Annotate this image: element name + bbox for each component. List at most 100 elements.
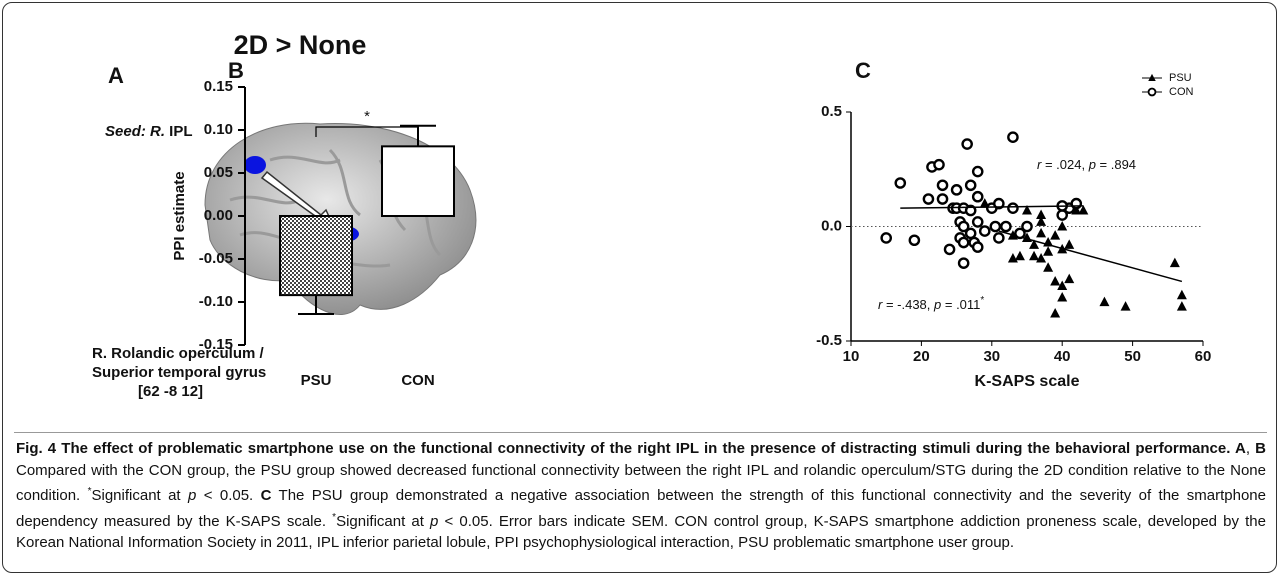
- point: [938, 194, 947, 203]
- point: [934, 160, 943, 169]
- x-axis-label: K-SAPS scale: [975, 373, 1080, 390]
- divider: [14, 432, 1267, 433]
- point: [963, 139, 972, 148]
- panel-letter: C: [855, 58, 871, 83]
- region-label: [62 -8 12]: [138, 383, 203, 400]
- point: [1022, 222, 1031, 231]
- point: [896, 178, 905, 187]
- caption-run: C: [261, 487, 272, 504]
- point: [959, 259, 968, 268]
- point: [1029, 251, 1039, 260]
- point: [1057, 292, 1067, 302]
- caption-run: A: [1230, 440, 1245, 457]
- point: [945, 245, 954, 254]
- legend-label: CON: [1169, 86, 1194, 98]
- text-run: = -.438,: [882, 297, 934, 312]
- text-run: *: [980, 295, 984, 306]
- bar: [280, 216, 352, 295]
- point: [1177, 301, 1187, 311]
- legend-symbol: [1148, 74, 1156, 81]
- x-tick-label: 30: [983, 348, 1000, 365]
- point: [1170, 258, 1180, 268]
- point: [1121, 301, 1131, 311]
- text-run: = .894: [1096, 157, 1136, 172]
- x-tick-label: PSU: [301, 372, 332, 389]
- y-tick-label: 0.00: [204, 207, 233, 224]
- significance-label: *: [364, 108, 370, 125]
- point: [980, 226, 989, 235]
- point: [966, 181, 975, 190]
- y-tick-label: -0.15: [199, 336, 233, 353]
- point: [1015, 251, 1025, 260]
- x-tick-label: 50: [1124, 348, 1141, 365]
- x-tick-label: 10: [843, 348, 860, 365]
- y-tick-label: 0.15: [204, 78, 233, 95]
- point: [1064, 274, 1074, 284]
- legend-symbol: [1149, 89, 1156, 96]
- bar: [382, 146, 454, 216]
- point: [1064, 239, 1074, 249]
- y-tick-label: -0.05: [199, 250, 233, 267]
- point: [1057, 221, 1067, 231]
- y-tick-label: -0.5: [816, 332, 842, 349]
- caption-run: < 0.05.: [196, 487, 260, 504]
- annotation: r = .024, p = .894: [1037, 157, 1136, 172]
- point: [973, 217, 982, 226]
- point: [1099, 297, 1109, 307]
- panel-letter: A: [108, 63, 124, 88]
- y-tick-label: -0.10: [199, 293, 233, 310]
- point: [994, 233, 1003, 242]
- y-tick-label: 0.05: [204, 164, 233, 181]
- point: [966, 229, 975, 238]
- point: [924, 194, 933, 203]
- point: [1043, 262, 1053, 272]
- point: [1008, 133, 1017, 142]
- figure: 2D > None A Seed: R. IPL R. Rolandic ope…: [0, 0, 1281, 577]
- figure-panels: 2D > None A Seed: R. IPL R. Rolandic ope…: [0, 0, 1281, 430]
- text-run: = .024,: [1041, 157, 1088, 172]
- caption-run: Significant at: [336, 513, 430, 530]
- caption: Fig. 4 The effect of problematic smartph…: [16, 438, 1266, 554]
- x-tick-label: CON: [401, 372, 434, 389]
- point: [1036, 228, 1046, 238]
- x-tick-label: 60: [1195, 348, 1212, 365]
- point: [991, 222, 1000, 231]
- fit-line: [999, 231, 1182, 281]
- point: [938, 181, 947, 190]
- annotation: r = -.438, p = .011*: [878, 295, 984, 312]
- text-run: = .011: [941, 297, 980, 312]
- point: [1008, 204, 1017, 213]
- legend-label: PSU: [1169, 72, 1192, 84]
- point: [1050, 230, 1060, 240]
- caption-run: Significant at: [92, 487, 188, 504]
- point: [973, 167, 982, 176]
- text-run: p: [933, 297, 941, 312]
- x-tick-label: 20: [913, 348, 930, 365]
- point: [882, 233, 891, 242]
- region-label: Superior temporal gyrus: [92, 364, 266, 381]
- point: [910, 236, 919, 245]
- point: [1050, 276, 1060, 286]
- text-run: p: [1088, 157, 1096, 172]
- point: [959, 238, 968, 247]
- y-tick-label: 0.10: [204, 121, 233, 138]
- point: [1177, 290, 1187, 300]
- point: [973, 192, 982, 201]
- figure-title: 2D > None: [234, 30, 367, 60]
- y-tick-label: 0.5: [821, 103, 842, 120]
- point: [973, 243, 982, 252]
- region-label: R. Rolandic operculum /: [92, 345, 265, 362]
- caption-run: B: [1255, 440, 1266, 457]
- y-tick-label: 0.0: [821, 217, 842, 234]
- text-run: Seed: R.: [105, 123, 165, 140]
- point: [1001, 222, 1010, 231]
- caption-run: ,: [1246, 440, 1255, 457]
- point: [952, 185, 961, 194]
- seed-label: Seed: R. IPL: [105, 123, 193, 140]
- point: [1072, 199, 1081, 208]
- text-run: IPL: [165, 123, 193, 140]
- caption-run: Fig. 4 The effect of problematic smartph…: [16, 440, 1230, 457]
- y-axis-label: PPI estimate: [171, 171, 188, 260]
- point: [1050, 308, 1060, 318]
- point: [1043, 246, 1053, 256]
